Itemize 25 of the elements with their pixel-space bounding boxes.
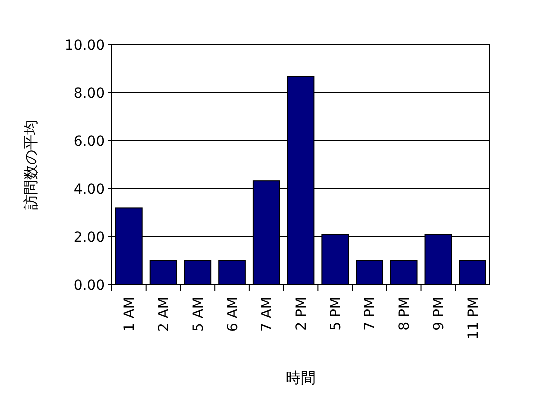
x-tick-label: 1 AM xyxy=(122,297,138,332)
x-tick-label: 9 PM xyxy=(431,297,448,331)
bar xyxy=(459,260,486,286)
x-tick-label: 7 PM xyxy=(362,297,379,331)
bar xyxy=(218,260,246,286)
y-tick-label: 8.00 xyxy=(74,86,105,102)
y-tick-label: 10.00 xyxy=(64,38,105,54)
y-axis-title: 訪問数の平均 xyxy=(22,120,40,210)
y-tick-label: 6.00 xyxy=(74,134,105,150)
bar xyxy=(356,260,384,286)
y-tick-label: 0.00 xyxy=(74,278,105,294)
x-tick-label: 5 PM xyxy=(328,297,344,331)
bar xyxy=(390,260,418,286)
x-tick-label: 2 AM xyxy=(156,297,173,332)
y-tick-label: 4.00 xyxy=(74,182,105,198)
x-tick-label: 8 PM xyxy=(397,297,414,331)
bar xyxy=(184,260,212,286)
x-tick-label: 6 AM xyxy=(225,297,242,332)
x-tick-label: 11 PM xyxy=(466,297,482,340)
x-tick-label: 5 AM xyxy=(190,297,207,332)
x-tick-label: 7 AM xyxy=(260,297,276,332)
bar xyxy=(150,260,178,286)
x-tick-label: 2 PM xyxy=(294,297,310,331)
y-tick-label: 2.00 xyxy=(74,230,105,246)
x-axis-title: 時間 xyxy=(286,369,316,387)
